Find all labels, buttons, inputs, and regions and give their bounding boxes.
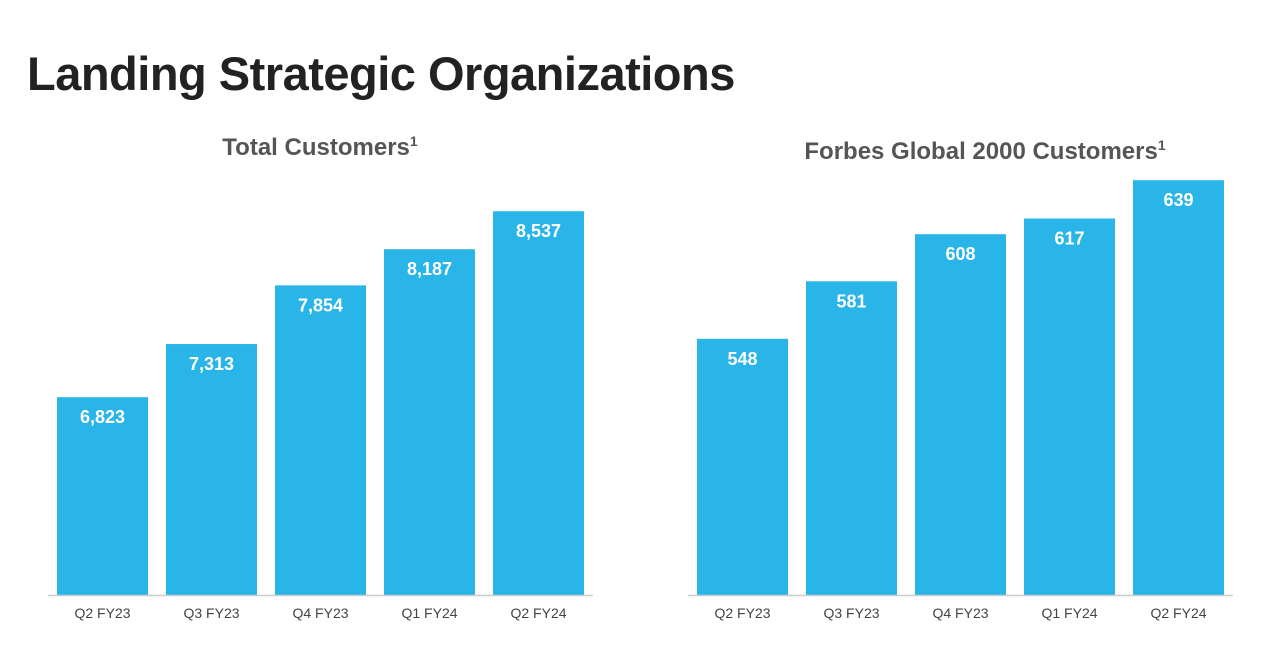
data-label: 617 [1054, 229, 1084, 249]
x-tick-label: Q1 FY24 [401, 605, 457, 621]
x-tick-label: Q1 FY24 [1041, 605, 1097, 621]
bar [915, 234, 1006, 595]
data-label: 548 [727, 349, 757, 369]
x-tick-label: Q2 FY23 [714, 605, 770, 621]
chart-title-total-customers: Total Customers1 [120, 133, 520, 162]
x-tick-label: Q3 FY23 [823, 605, 879, 621]
bar [1024, 218, 1115, 595]
bar [384, 249, 475, 595]
data-label: 8,187 [407, 259, 452, 279]
data-label: 639 [1163, 190, 1193, 210]
x-tick-label: Q3 FY23 [183, 605, 239, 621]
data-label: 7,313 [189, 354, 234, 374]
data-label: 608 [945, 244, 975, 264]
data-label: 8,537 [516, 221, 561, 241]
bar [275, 285, 366, 595]
bar [166, 344, 257, 595]
chart-title-forbes-customers: Forbes Global 2000 Customers1 [730, 137, 1240, 166]
x-tick-label: Q4 FY23 [932, 605, 988, 621]
chart-title-text: Total Customers [222, 134, 410, 161]
footnote-marker: 1 [1157, 137, 1166, 153]
bar [493, 211, 584, 595]
bar [697, 338, 788, 595]
x-tick-label: Q2 FY24 [1150, 605, 1206, 621]
x-tick-label: Q2 FY24 [510, 605, 566, 621]
x-tick-label: Q4 FY23 [292, 605, 348, 621]
data-label: 581 [836, 291, 866, 311]
bar [1133, 180, 1224, 596]
page-title: Landing Strategic Organizations [27, 47, 735, 100]
chart-title-text: Forbes Global 2000 Customers [804, 138, 1158, 165]
bar [57, 397, 148, 595]
data-label: 7,854 [298, 295, 343, 315]
bar [806, 281, 897, 595]
data-label: 6,823 [80, 407, 125, 427]
x-tick-label: Q2 FY23 [74, 605, 130, 621]
footnote-marker: 1 [409, 133, 418, 149]
